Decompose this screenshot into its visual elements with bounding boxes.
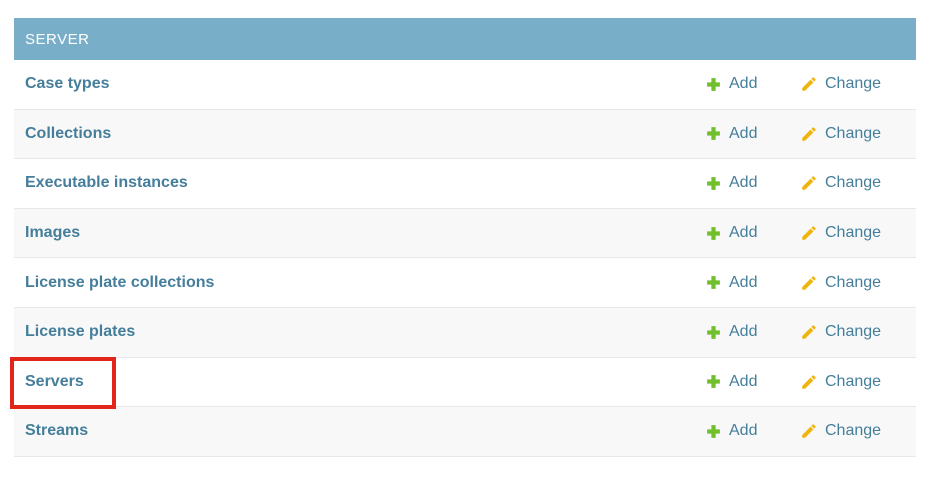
add-link-label: Add <box>729 273 758 291</box>
pencil-icon <box>800 75 818 93</box>
add-link-label: Add <box>729 75 758 93</box>
plus-icon <box>705 423 722 440</box>
model-link-case-types[interactable]: Case types <box>25 75 110 93</box>
module-caption: SERVER <box>14 18 916 60</box>
row-executable-instances: Executable instances Add Change <box>14 159 916 209</box>
pencil-icon <box>800 174 818 192</box>
add-link-label: Add <box>729 323 758 341</box>
change-link-streams[interactable]: Change <box>800 422 892 440</box>
row-license-plate-collections: License plate collections Add Change <box>14 258 916 308</box>
model-link-license-plate-collections[interactable]: License plate collections <box>25 273 215 291</box>
change-link-label: Change <box>825 273 882 291</box>
add-link-case-types[interactable]: Add <box>705 75 765 93</box>
model-link-executable-instances[interactable]: Executable instances <box>25 174 188 192</box>
plus-icon <box>705 274 722 291</box>
add-link-label: Add <box>729 422 758 440</box>
row-collections: Collections Add Change <box>14 109 916 160</box>
change-link-label: Change <box>825 323 882 341</box>
row-streams: Streams Add Change <box>14 407 916 457</box>
change-link-case-types[interactable]: Change <box>800 75 892 93</box>
pencil-icon <box>800 125 818 143</box>
pencil-icon <box>800 373 818 391</box>
server-app-module: SERVER Case types Add Change Collections <box>14 18 916 457</box>
pencil-icon <box>800 224 818 242</box>
row-images: Images Add Change <box>14 208 916 259</box>
row-license-plates: License plates Add Change <box>14 307 916 358</box>
pencil-icon <box>800 422 818 440</box>
change-link-collections[interactable]: Change <box>800 125 892 143</box>
plus-icon <box>705 125 722 142</box>
change-link-executable-instances[interactable]: Change <box>800 174 892 192</box>
change-link-label: Change <box>825 75 882 93</box>
plus-icon <box>705 76 722 93</box>
change-link-label: Change <box>825 124 882 142</box>
add-link-license-plate-collections[interactable]: Add <box>705 274 765 292</box>
change-link-servers[interactable]: Change <box>800 373 892 391</box>
add-link-label: Add <box>729 124 758 142</box>
change-link-images[interactable]: Change <box>800 224 892 242</box>
row-servers: Servers Add Change <box>14 357 916 408</box>
add-link-label: Add <box>729 174 758 192</box>
change-link-label: Change <box>825 174 882 192</box>
add-link-license-plates[interactable]: Add <box>705 323 765 341</box>
change-link-license-plates[interactable]: Change <box>800 323 892 341</box>
add-link-images[interactable]: Add <box>705 224 765 242</box>
plus-icon <box>705 175 722 192</box>
row-case-types: Case types Add Change <box>14 60 916 110</box>
change-link-label: Change <box>825 372 882 390</box>
model-link-images[interactable]: Images <box>25 224 81 242</box>
add-link-collections[interactable]: Add <box>705 125 765 143</box>
change-link-label: Change <box>825 422 882 440</box>
add-link-label: Add <box>729 372 758 390</box>
add-link-executable-instances[interactable]: Add <box>705 174 765 192</box>
add-link-label: Add <box>729 224 758 242</box>
plus-icon <box>705 373 722 390</box>
module-title: SERVER <box>25 30 90 48</box>
model-link-collections[interactable]: Collections <box>25 124 112 142</box>
plus-icon <box>705 324 722 341</box>
model-link-streams[interactable]: Streams <box>25 422 89 440</box>
pencil-icon <box>800 323 818 341</box>
add-link-servers[interactable]: Add <box>705 373 765 391</box>
plus-icon <box>705 225 722 242</box>
model-link-license-plates[interactable]: License plates <box>25 323 136 341</box>
add-link-streams[interactable]: Add <box>705 422 765 440</box>
pencil-icon <box>800 274 818 292</box>
model-link-servers[interactable]: Servers <box>25 372 84 390</box>
change-link-label: Change <box>825 224 882 242</box>
change-link-license-plate-collections[interactable]: Change <box>800 274 892 292</box>
